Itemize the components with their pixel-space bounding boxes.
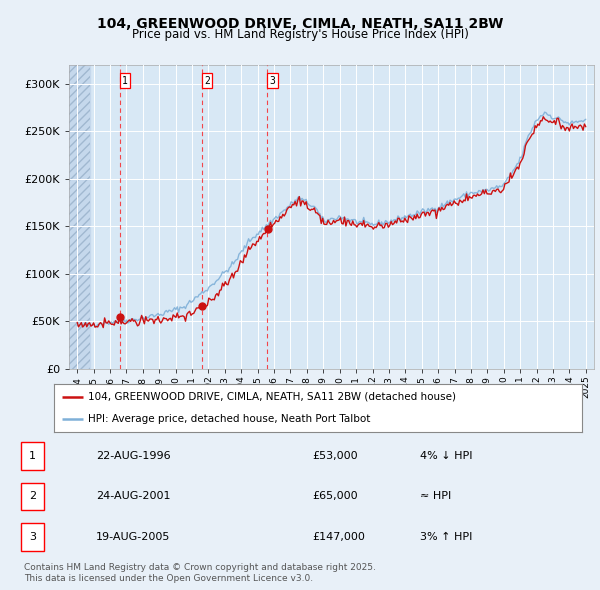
Text: 3% ↑ HPI: 3% ↑ HPI [420,532,472,542]
Text: ≈ HPI: ≈ HPI [420,491,451,502]
Text: Contains HM Land Registry data © Crown copyright and database right 2025.: Contains HM Land Registry data © Crown c… [24,563,376,572]
Text: 104, GREENWOOD DRIVE, CIMLA, NEATH, SA11 2BW: 104, GREENWOOD DRIVE, CIMLA, NEATH, SA11… [97,17,503,31]
Text: Price paid vs. HM Land Registry's House Price Index (HPI): Price paid vs. HM Land Registry's House … [131,28,469,41]
Text: 4% ↓ HPI: 4% ↓ HPI [420,451,473,461]
Text: £65,000: £65,000 [312,491,358,502]
Text: 104, GREENWOOD DRIVE, CIMLA, NEATH, SA11 2BW (detached house): 104, GREENWOOD DRIVE, CIMLA, NEATH, SA11… [88,392,457,402]
Text: 3: 3 [29,532,36,542]
Text: This data is licensed under the Open Government Licence v3.0.: This data is licensed under the Open Gov… [24,573,313,583]
Text: HPI: Average price, detached house, Neath Port Talbot: HPI: Average price, detached house, Neat… [88,414,371,424]
Text: 19-AUG-2005: 19-AUG-2005 [96,532,170,542]
Text: 1: 1 [122,76,128,86]
Text: 2: 2 [29,491,36,502]
Text: 22-AUG-1996: 22-AUG-1996 [96,451,170,461]
Bar [69,65,89,369]
Text: 24-AUG-2001: 24-AUG-2001 [96,491,170,502]
Bar [69,65,89,369]
Text: 1: 1 [29,451,36,461]
Text: £53,000: £53,000 [312,451,358,461]
Text: £147,000: £147,000 [312,532,365,542]
Text: 2: 2 [204,76,210,86]
Text: 3: 3 [270,76,275,86]
